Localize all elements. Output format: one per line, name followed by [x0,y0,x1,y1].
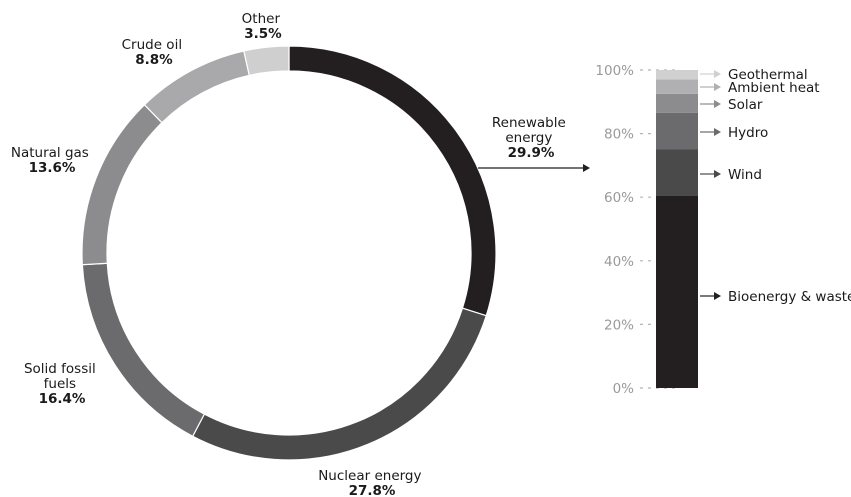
segment-label-bioenergy-and-waste: Bioenergy & waste [728,289,851,305]
segment-arrow-head [714,292,721,300]
donut-chart [81,45,497,461]
segment-label-geothermal: Geothermal [728,67,808,83]
bar-segment-wind [656,149,698,196]
y-tick-label: 0% [613,381,635,397]
segment-label-ambient-heat: Ambient heat [728,80,820,96]
segment-arrow-head [714,83,721,91]
segment-arrow-head [714,70,721,78]
slice-label-nuclear-energy: Nuclear energy 27.8% [318,468,426,497]
slice-label-crude-oil: Crude oil 8.8% [122,37,187,68]
y-tick-label: 40% [604,254,634,270]
y-tick-label: 20% [604,317,634,333]
donut-slice-solid-fossil-fuels [81,262,206,438]
y-tick-label: 60% [604,190,634,206]
bar-segment-bioenergy-and-waste [656,195,698,388]
bar-segment-solar [656,93,698,113]
donut-slice-natural-gas [81,103,163,266]
segment-arrow-head [714,100,721,108]
y-tick-label: 80% [604,127,634,143]
donut-slice-nuclear-energy [191,307,488,461]
segment-label-solar: Solar [728,97,763,113]
segment-arrow-head [714,170,721,178]
slice-label-renewable-energy: Renewable energy 29.9% [492,115,570,161]
slice-label-natural-gas: Natural gas 13.6% [11,145,93,176]
slice-label-other: Other 3.5% [242,11,285,42]
segment-arrow-head [714,128,721,136]
bar-segment-hydro [656,112,698,150]
donut-labels: Other 3.5% Crude oil 8.8% Natural gas 13… [11,11,590,497]
donut-slice-renewable-energy [288,45,497,317]
y-tick-label: 100% [595,63,634,79]
segment-label-hydro: Hydro [728,125,768,141]
renewable-breakdown-bar: 0% 20% 40% 60% 80% 100% Bioenergy & waste Wind H… [595,63,851,397]
slice-label-solid-fossil-fuels: Solid fossil fuels 16.4% [24,361,100,407]
breakdown-connector-arrow [583,164,590,172]
bar-segment-ambient-heat [656,79,698,94]
donut-slice-other [243,45,290,77]
segment-label-wind: Wind [728,167,762,183]
bar-segment-geothermal [656,70,698,80]
